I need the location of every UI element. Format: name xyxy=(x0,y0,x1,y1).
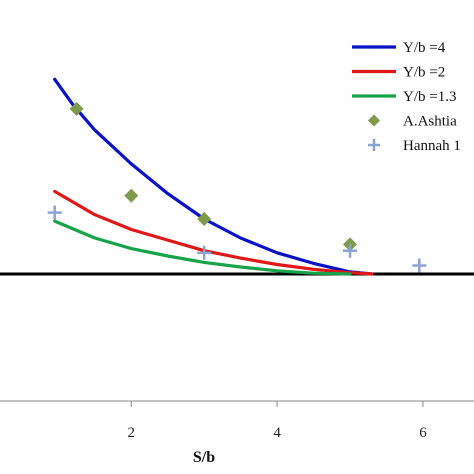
x-tick-label: 6 xyxy=(419,425,427,441)
series-lines xyxy=(53,77,374,276)
series-line-0 xyxy=(53,77,374,276)
x-tick-label: 4 xyxy=(273,425,281,441)
x-tick-label: 2 xyxy=(128,425,136,441)
x-tick-labels: 2 4 6 xyxy=(128,425,428,441)
legend-label: Hannah 1 xyxy=(403,138,461,154)
legend-item: Y/b =2 xyxy=(352,65,445,81)
legend-label: Y/b =4 xyxy=(403,40,446,56)
legend-swatch xyxy=(368,114,380,127)
legend-item: A.Ashtia xyxy=(368,114,457,130)
legend-item: Y/b =4 xyxy=(352,40,446,56)
legend: Y/b =4 Y/b =2 Y/b =1.3 A.Ashtia Hannah 1 xyxy=(352,40,461,154)
diamond-marker xyxy=(69,101,84,116)
x-axis-title: S/b xyxy=(193,449,215,466)
legend-swatch xyxy=(368,139,380,151)
legend-item: Hannah 1 xyxy=(368,138,461,154)
series-line-1 xyxy=(53,189,374,276)
legend-item: Y/b =1.3 xyxy=(352,89,456,105)
plus-marker xyxy=(343,243,358,258)
plus-marker xyxy=(412,258,427,273)
series-line-2 xyxy=(53,219,352,276)
series-markers xyxy=(47,101,427,273)
plus-marker xyxy=(197,245,212,260)
legend-label: Y/b =2 xyxy=(403,65,445,81)
diamond-marker xyxy=(124,188,139,203)
x-ticks xyxy=(130,401,424,407)
plus-marker xyxy=(47,205,62,220)
legend-label: Y/b =1.3 xyxy=(403,89,456,105)
plot-area: 2 4 6 xyxy=(0,77,474,441)
diamond-marker xyxy=(197,211,212,226)
legend-label: A.Ashtia xyxy=(403,114,457,130)
